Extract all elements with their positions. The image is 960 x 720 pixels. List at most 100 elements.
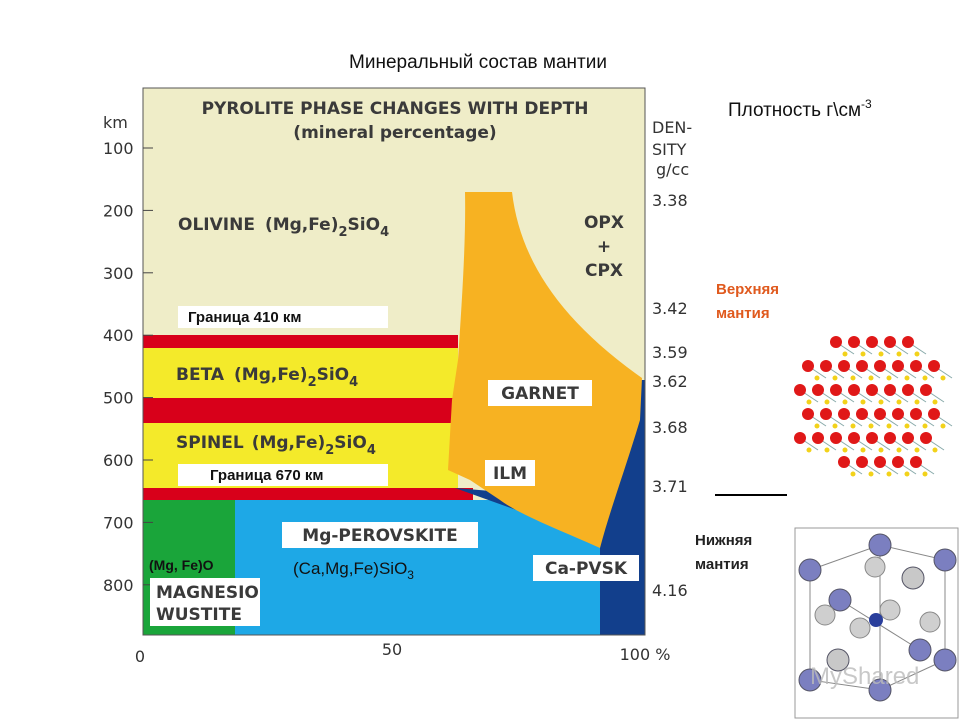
oxygen (848, 336, 860, 348)
opx-label: CPX (585, 261, 623, 281)
oxygen (830, 336, 842, 348)
t: 2 (325, 443, 334, 458)
opx-label: OPX (584, 213, 624, 233)
atom (798, 558, 822, 582)
perovskite-box (282, 522, 478, 548)
magnesio-label: WUSTITE (156, 605, 242, 625)
perovskite-structure (794, 527, 959, 719)
oxygen (794, 432, 806, 444)
atom (933, 548, 957, 572)
silicon (824, 399, 830, 405)
oxygen (874, 408, 886, 420)
boundary-box (178, 306, 388, 328)
ca-pvsk-box (533, 555, 639, 581)
silicon (914, 399, 920, 405)
silicon (832, 375, 838, 381)
ca-pvsk-label: Ca-PVSK (545, 559, 628, 579)
depth-label: 700 (103, 513, 134, 532)
silicon (886, 423, 892, 429)
depth-label: 200 (103, 201, 134, 220)
ilm-label: ILM (493, 464, 527, 484)
atom (879, 599, 901, 621)
olivine-label: OLIVINE (Mg,Fe)2SiO4 (178, 215, 389, 240)
oxygen (830, 384, 842, 396)
x-label: 50 (382, 640, 402, 659)
atom (849, 617, 871, 639)
oxygen (884, 432, 896, 444)
oxygen (820, 360, 832, 372)
atom (798, 668, 822, 692)
depth-label: 300 (103, 264, 134, 283)
atom (901, 566, 925, 590)
atom (864, 556, 886, 578)
silicon (850, 375, 856, 381)
depth-label: 800 (103, 576, 134, 595)
oxygen (902, 384, 914, 396)
magnesio-label: MAGNESIO (156, 583, 259, 603)
silicon (850, 471, 856, 477)
oxygen (830, 432, 842, 444)
oxygen (892, 408, 904, 420)
phase-diagram: PYROLITE PHASE CHANGES WITH DEPTH (miner… (103, 87, 692, 666)
band-410 (143, 335, 458, 348)
perovskite-label: Mg-PEROVSKITE (302, 526, 457, 546)
oxygen (838, 456, 850, 468)
oxygen (874, 456, 886, 468)
density-header: g/cc (656, 160, 689, 179)
t: (Mg,Fe) (252, 433, 326, 453)
silicon (868, 423, 874, 429)
density-label-sup: -3 (861, 97, 872, 111)
density-label-text: Плотность г\см (728, 100, 861, 121)
density-axis: 3.38 3.42 3.59 3.62 3.68 3.71 4.16 (652, 191, 688, 600)
density-label: 3.71 (652, 477, 688, 496)
oxygen (866, 336, 878, 348)
silicon (842, 351, 848, 357)
oxygen (920, 384, 932, 396)
oxygen (838, 360, 850, 372)
density-label: 3.68 (652, 418, 688, 437)
t: SiO (348, 215, 381, 235)
silicon (878, 351, 884, 357)
density-header: SITY (652, 140, 687, 159)
oxygen (848, 432, 860, 444)
depth-axis: 100 200 300 400 500 600 700 800 (103, 139, 153, 595)
oxygen (820, 408, 832, 420)
diagram-border (142, 87, 646, 636)
band-670 (143, 488, 473, 500)
depth-label: 600 (103, 451, 134, 470)
title: Минеральный состав мантии (349, 52, 607, 73)
density-label: 3.62 (652, 372, 688, 391)
oxygen (910, 360, 922, 372)
oxygen (802, 408, 814, 420)
oxygen (910, 408, 922, 420)
oxygen (892, 456, 904, 468)
atom (868, 678, 892, 702)
t: OLIVINE (178, 215, 255, 235)
atom (868, 533, 892, 557)
oxygen (794, 384, 806, 396)
lower-mantle: мантия (695, 556, 749, 573)
atom (826, 648, 850, 672)
oxygen (866, 432, 878, 444)
silicon (806, 447, 812, 453)
oxygen (856, 408, 868, 420)
silicon (904, 423, 910, 429)
oxygen (838, 408, 850, 420)
silicon (860, 447, 866, 453)
casio-label: (Ca,Mg,Fe)SiO3 (293, 559, 414, 582)
oxygen (802, 360, 814, 372)
watermark: MyShared (810, 663, 919, 690)
silicon (878, 447, 884, 453)
t: 2 (338, 225, 347, 240)
t: SPINEL (176, 433, 244, 453)
silicon (850, 423, 856, 429)
depth-label: 100 (103, 139, 134, 158)
t: 3 (407, 568, 414, 582)
oxygen (902, 432, 914, 444)
silicon (860, 399, 866, 405)
silicon (860, 351, 866, 357)
atom (908, 638, 932, 662)
silicon (814, 423, 820, 429)
silicon (914, 447, 920, 453)
